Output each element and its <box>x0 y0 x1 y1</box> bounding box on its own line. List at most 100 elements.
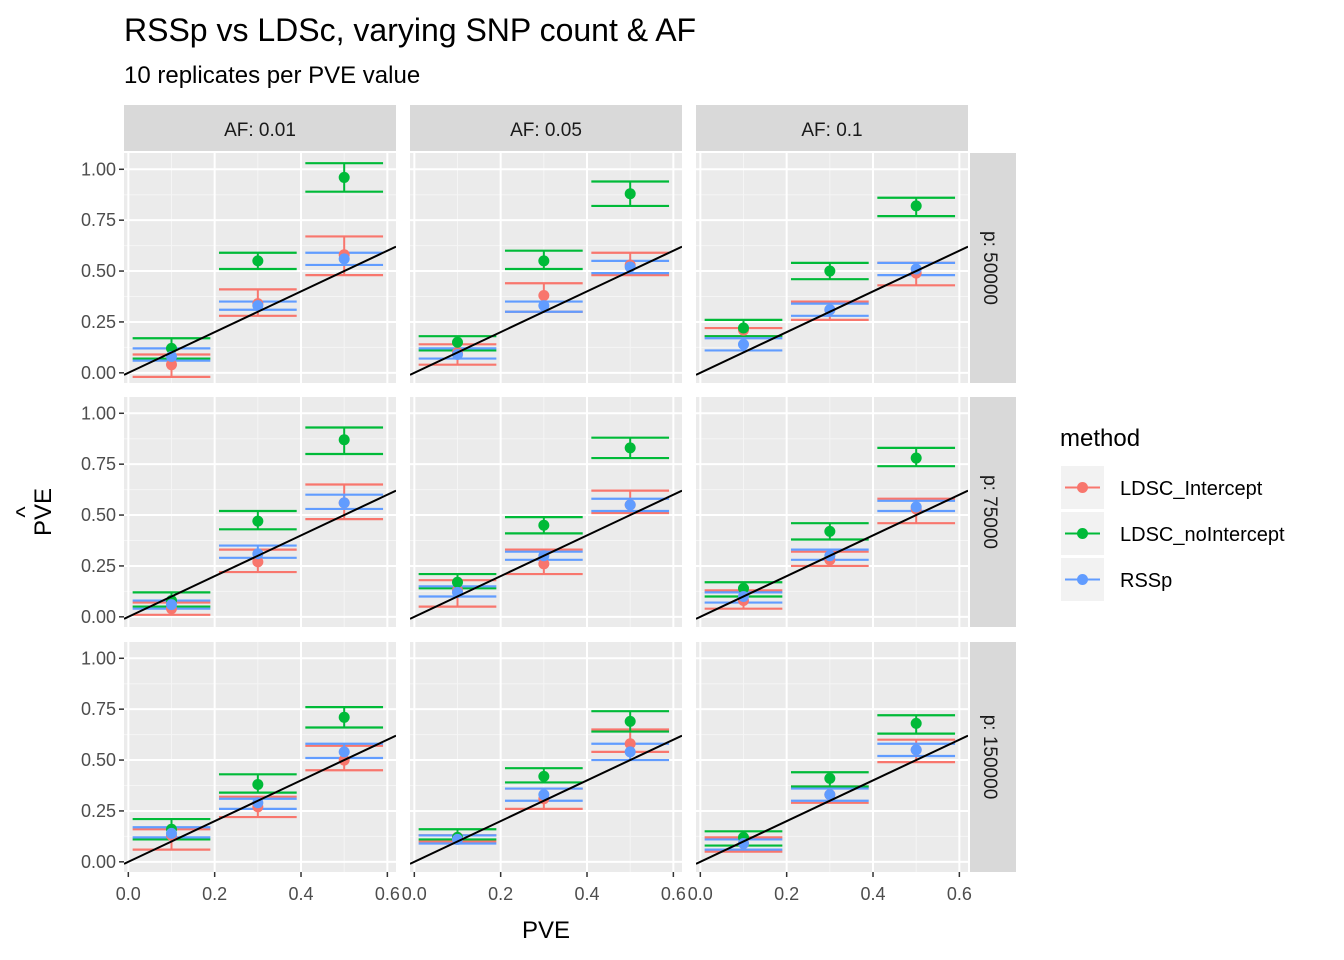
facet-strip-row <box>970 642 1016 872</box>
data-point <box>910 744 922 756</box>
data-point <box>451 576 463 588</box>
data-point <box>165 359 177 371</box>
y-tick-label: 0.50 <box>81 505 116 525</box>
data-point <box>624 738 636 750</box>
reference-line <box>696 245 968 376</box>
facet-panel: 0.0 0.2 0.4 0.6 <box>688 642 972 904</box>
y-tick-label: 0.50 <box>81 261 116 281</box>
reference-line <box>124 245 396 376</box>
facet-strip-col <box>410 105 682 151</box>
facet-strip-row-label: p: 150000 <box>979 715 1000 800</box>
data-point <box>737 582 749 594</box>
y-axis-title: PVE <box>30 488 57 536</box>
x-tick-label: 0.4 <box>861 884 886 904</box>
data-point <box>824 525 836 537</box>
facet-panel: 0.00 0.25 0.50 0.75 1.00 <box>81 153 396 383</box>
data-point <box>624 499 636 511</box>
facet-panel <box>696 397 968 627</box>
x-axis-title: PVE <box>522 917 570 944</box>
x-tick-label: 0.2 <box>774 884 799 904</box>
data-point <box>165 827 177 839</box>
data-point <box>338 434 350 446</box>
data-point <box>252 778 264 790</box>
chart-title: RSSp vs LDSc, varying SNP count & AF <box>124 12 696 48</box>
legend: method LDSC_Intercept LDSC_noIntercept RSS… <box>1060 425 1285 601</box>
y-tick-label: 0.00 <box>81 607 116 627</box>
data-point <box>338 171 350 183</box>
legend-key-point <box>1077 482 1088 493</box>
data-point <box>538 289 550 301</box>
legend-key-point <box>1077 574 1088 585</box>
data-point <box>624 746 636 758</box>
x-tick-label: 0.6 <box>947 884 972 904</box>
data-point <box>624 442 636 454</box>
x-tick-label: 0.0 <box>116 884 141 904</box>
facet-panel <box>410 153 682 383</box>
legend-title: method <box>1060 425 1140 452</box>
y-tick-label: 1.00 <box>81 648 116 668</box>
reference-line <box>124 489 396 620</box>
legend-key-point <box>1077 528 1088 539</box>
facet-strip-row-label: p: 50000 <box>979 231 1000 305</box>
data-point <box>538 558 550 570</box>
data-point <box>252 300 264 312</box>
facet-strip-row-label: p: 75000 <box>979 475 1000 549</box>
y-tick-label: 0.75 <box>81 454 116 474</box>
facet-strip-col <box>124 105 396 151</box>
y-axis-title-hat: ^ <box>12 506 39 518</box>
data-point <box>451 336 463 348</box>
chart-subtitle: 10 replicates per PVE value <box>124 62 420 89</box>
facet-strip-col-label: AF: 0.01 <box>224 120 296 141</box>
y-tick-label: 0.00 <box>81 852 116 872</box>
data-point <box>252 515 264 527</box>
y-tick-label: 0.00 <box>81 363 116 383</box>
facet-panel: 0.0 0.2 0.4 0.6 <box>402 642 686 904</box>
y-tick-label: 0.75 <box>81 699 116 719</box>
facet-strip-col-label: AF: 0.05 <box>510 120 582 141</box>
data-point <box>338 746 350 758</box>
y-axis-title-group: PVE ^ <box>12 488 57 536</box>
y-tick-label: 0.25 <box>81 556 116 576</box>
facet-panel: 0.00 0.25 0.50 0.75 1.00 0.0 0.2 0.4 0.6 <box>81 642 400 904</box>
facet-panels: AF: 0.01 AF: 0.05 AF: 0.1 p: 50000 p: 75000 p… <box>81 105 1016 904</box>
panel-background <box>410 642 682 872</box>
data-point <box>165 599 177 611</box>
facet-panel <box>696 153 968 383</box>
y-tick-label: 0.25 <box>81 801 116 821</box>
x-tick-label: 0.4 <box>289 884 314 904</box>
reference-line <box>410 245 682 376</box>
data-point <box>737 338 749 350</box>
reference-line <box>124 734 396 865</box>
reference-line <box>696 734 968 865</box>
y-tick-label: 1.00 <box>81 159 116 179</box>
y-tick-label: 0.75 <box>81 210 116 230</box>
x-tick-label: 0.6 <box>661 884 686 904</box>
data-point <box>624 188 636 200</box>
data-point <box>737 322 749 334</box>
data-point <box>910 501 922 513</box>
data-point <box>338 497 350 509</box>
data-point <box>538 300 550 312</box>
y-tick-label: 1.00 <box>81 403 116 423</box>
data-point <box>910 452 922 464</box>
data-point <box>538 255 550 267</box>
x-tick-label: 0.4 <box>575 884 600 904</box>
facet-strip-col-label: AF: 0.1 <box>801 120 862 141</box>
facet-panel: 0.00 0.25 0.50 0.75 1.00 <box>81 397 396 627</box>
data-point <box>252 556 264 568</box>
legend-label: LDSC_Intercept <box>1120 478 1263 500</box>
data-point <box>538 519 550 531</box>
facet-strip-col <box>696 105 968 151</box>
data-point <box>910 717 922 729</box>
legend-label: LDSC_noIntercept <box>1120 524 1285 546</box>
data-point <box>338 253 350 265</box>
facet-panel <box>410 397 682 627</box>
data-point <box>824 789 836 801</box>
y-tick-label: 0.50 <box>81 750 116 770</box>
data-point <box>824 772 836 784</box>
reference-line <box>410 734 682 865</box>
x-tick-label: 0.2 <box>202 884 227 904</box>
data-point <box>252 255 264 267</box>
data-point <box>538 770 550 782</box>
x-tick-label: 0.2 <box>488 884 513 904</box>
